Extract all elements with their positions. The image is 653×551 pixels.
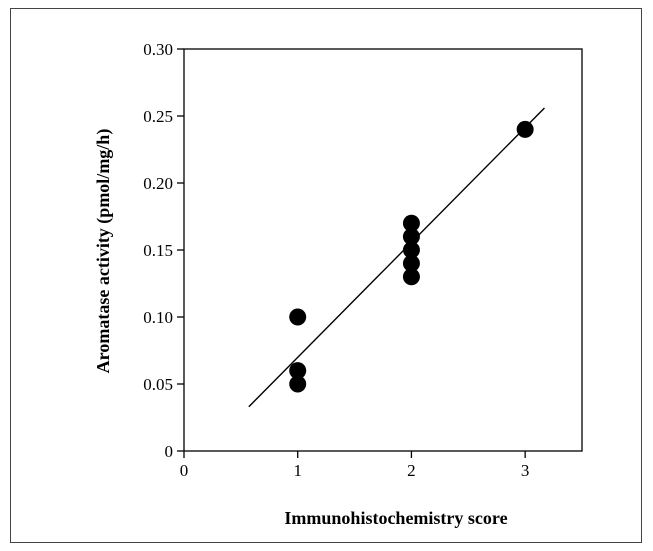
figure-frame: 0 0.05 0.10 0.15 0.20 0.25 0.30 0 1 2 3 Immunohis… — [10, 8, 642, 543]
data-points — [289, 120, 534, 393]
data-point — [289, 362, 307, 380]
scatter-chart: 0 0.05 0.10 0.15 0.20 0.25 0.30 0 1 2 3 Immunohis… — [93, 40, 583, 528]
data-point — [402, 228, 420, 246]
x-tick-label: 3 — [521, 461, 530, 480]
plot-area-border — [183, 48, 583, 452]
data-point — [402, 268, 420, 286]
y-tick-label: 0 — [165, 442, 174, 461]
y-tick-label: 0.25 — [143, 107, 173, 126]
regression-layer — [248, 107, 545, 408]
y-axis-title: Aromatase activity (pmol/mg/h) — [93, 129, 114, 374]
x-axis-ticks: 0 1 2 3 — [180, 451, 530, 480]
x-tick-label: 2 — [407, 461, 416, 480]
plot-frame — [183, 48, 583, 452]
data-point — [516, 120, 534, 138]
data-point — [402, 241, 420, 259]
y-axis-ticks: 0 0.05 0.10 0.15 0.20 0.25 0.30 — [143, 40, 184, 461]
data-point — [289, 308, 307, 326]
data-point — [402, 254, 420, 272]
data-point — [289, 375, 307, 393]
y-tick-label: 0.20 — [143, 174, 173, 193]
regression-line — [248, 107, 545, 408]
y-tick-label: 0.30 — [143, 40, 173, 59]
y-tick-label: 0.15 — [143, 241, 173, 260]
data-point — [402, 214, 420, 232]
y-tick-label: 0.10 — [143, 308, 173, 327]
x-axis-title: Immunohistochemistry score — [284, 508, 507, 528]
x-tick-label: 1 — [293, 461, 302, 480]
y-tick-label: 0.05 — [143, 375, 173, 394]
x-tick-label: 0 — [180, 461, 189, 480]
